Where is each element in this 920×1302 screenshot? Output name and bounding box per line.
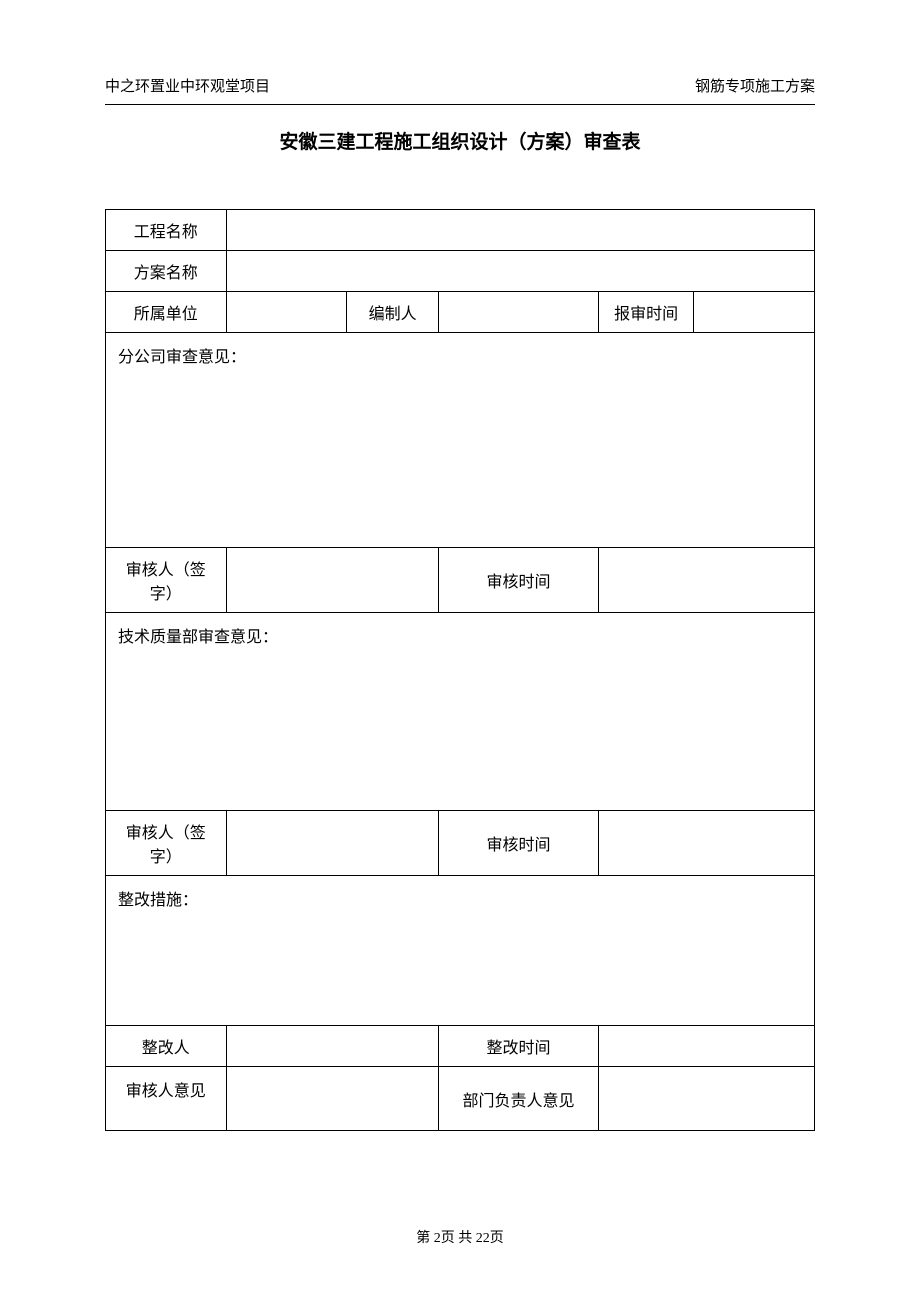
row-rectify-person: 整改人 整改时间 [106, 1026, 815, 1067]
row-reviewer-1: 审核人（签字） 审核时间 [106, 548, 815, 613]
reviewer-sign-label-1: 审核人（签字） [106, 548, 227, 613]
page-footer: 第 2页 共 22页 [0, 1227, 920, 1247]
row-plan-name: 方案名称 [106, 251, 815, 292]
review-time-value-2 [598, 811, 814, 876]
plan-name-label: 方案名称 [106, 251, 227, 292]
row-rectify: 整改措施： [106, 876, 815, 1026]
rectify-time-label: 整改时间 [439, 1026, 599, 1067]
row-opinion: 审核人意见 部门负责人意见 [106, 1067, 815, 1131]
row-dept: 所属单位 编制人 报审时间 [106, 292, 815, 333]
review-time-label-1: 审核时间 [439, 548, 599, 613]
branch-review-section: 分公司审查意见： [106, 333, 815, 548]
project-name-label: 工程名称 [106, 210, 227, 251]
submit-time-value [694, 292, 815, 333]
plan-name-value [226, 251, 814, 292]
review-time-label-2: 审核时间 [439, 811, 599, 876]
header-left: 中之环置业中环观堂项目 [105, 75, 270, 96]
dept-head-opinion-label: 部门负责人意见 [439, 1067, 599, 1131]
dept-head-opinion-value [598, 1067, 814, 1131]
document-page: 中之环置业中环观堂项目 钢筋专项施工方案 安徽三建工程施工组织设计（方案）审查表… [0, 0, 920, 1191]
row-project-name: 工程名称 [106, 210, 815, 251]
rectify-person-label: 整改人 [106, 1026, 227, 1067]
author-value [439, 292, 599, 333]
rectify-time-value [598, 1026, 814, 1067]
reviewer-sign-value-1 [226, 548, 439, 613]
tech-review-label: 技术质量部审查意见： [118, 629, 278, 646]
header-divider [105, 104, 815, 105]
project-name-value [226, 210, 814, 251]
submit-time-label: 报审时间 [598, 292, 694, 333]
rectify-label: 整改措施： [118, 892, 198, 909]
tech-review-section: 技术质量部审查意见： [106, 613, 815, 811]
row-tech-review: 技术质量部审查意见： [106, 613, 815, 811]
review-form-table: 工程名称 方案名称 所属单位 编制人 报审时间 分公司审查意见： 审核人（签字）… [105, 209, 815, 1131]
reviewer-sign-value-2 [226, 811, 439, 876]
reviewer-sign-label-2: 审核人（签字） [106, 811, 227, 876]
rectify-section: 整改措施： [106, 876, 815, 1026]
document-title: 安徽三建工程施工组织设计（方案）审查表 [105, 127, 815, 154]
page-header: 中之环置业中环观堂项目 钢筋专项施工方案 [105, 75, 815, 96]
row-branch-review: 分公司审查意见： [106, 333, 815, 548]
row-reviewer-2: 审核人（签字） 审核时间 [106, 811, 815, 876]
author-label: 编制人 [347, 292, 439, 333]
review-time-value-1 [598, 548, 814, 613]
reviewer-opinion-label: 审核人意见 [106, 1067, 227, 1131]
branch-review-label: 分公司审查意见： [118, 349, 246, 366]
header-right: 钢筋专项施工方案 [695, 75, 815, 96]
rectify-person-value [226, 1026, 439, 1067]
reviewer-opinion-value [226, 1067, 439, 1131]
dept-label: 所属单位 [106, 292, 227, 333]
dept-value [226, 292, 347, 333]
